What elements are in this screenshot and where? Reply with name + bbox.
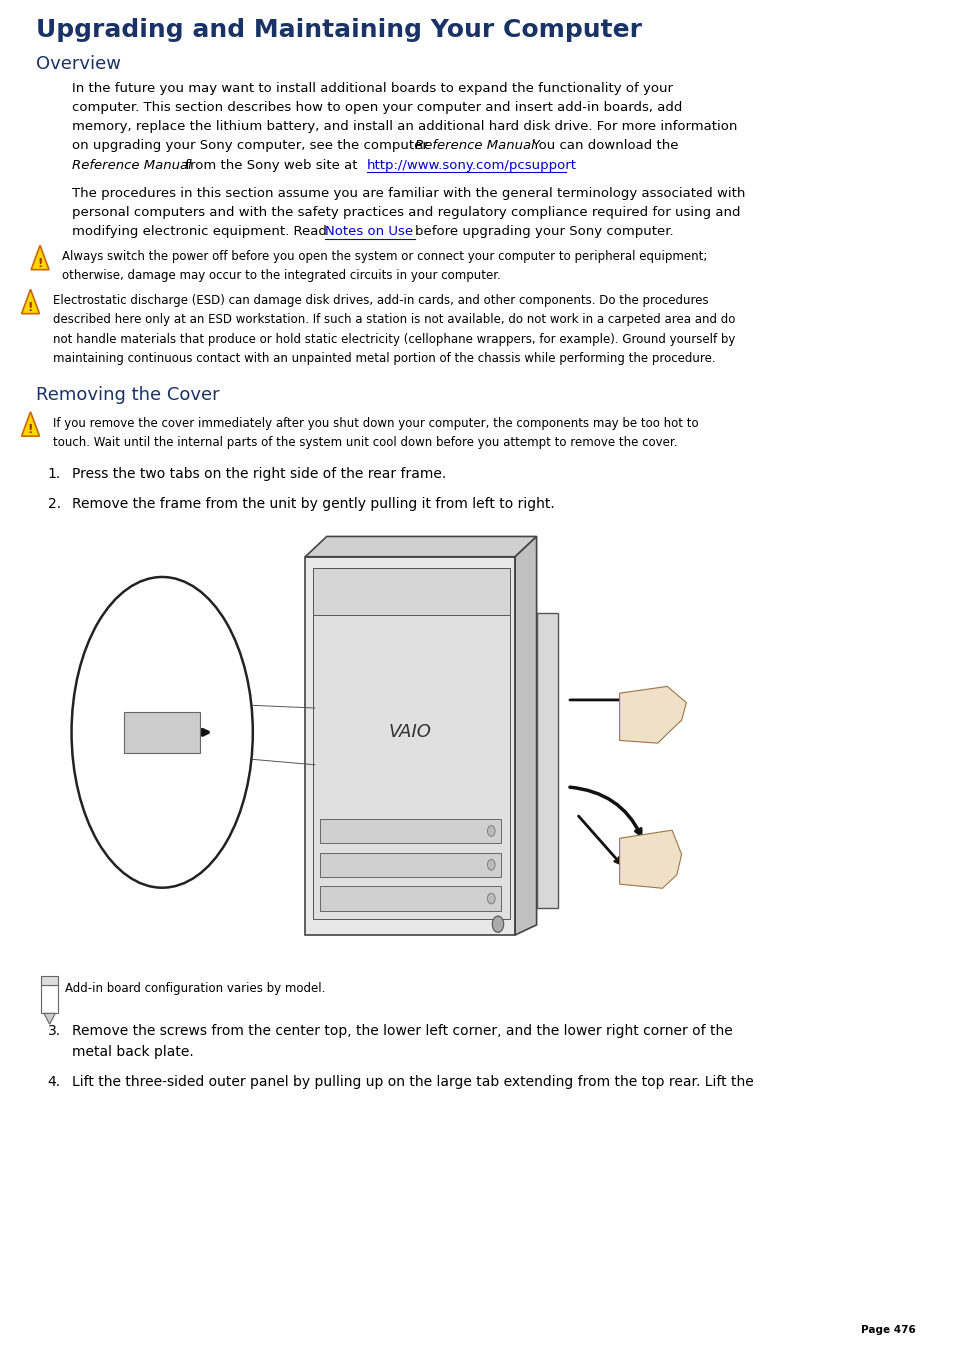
Text: metal back plate.: metal back plate. bbox=[71, 1044, 193, 1059]
Text: 2.: 2. bbox=[48, 497, 61, 511]
Polygon shape bbox=[41, 975, 58, 985]
Text: !: ! bbox=[37, 257, 43, 270]
Polygon shape bbox=[515, 536, 536, 935]
Ellipse shape bbox=[71, 577, 253, 888]
Text: Remove the frame from the unit by gently pulling it from left to right.: Remove the frame from the unit by gently… bbox=[71, 497, 554, 511]
Text: Overview: Overview bbox=[36, 55, 121, 73]
Polygon shape bbox=[305, 536, 536, 557]
Polygon shape bbox=[41, 985, 58, 1013]
Text: touch. Wait until the internal parts of the system unit cool down before you att: touch. Wait until the internal parts of … bbox=[53, 436, 678, 449]
Polygon shape bbox=[44, 1013, 55, 1024]
Polygon shape bbox=[319, 886, 500, 911]
Text: In the future you may want to install additional boards to expand the functional: In the future you may want to install ad… bbox=[71, 82, 672, 95]
Text: otherwise, damage may occur to the integrated circuits in your computer.: otherwise, damage may occur to the integ… bbox=[62, 269, 500, 282]
Text: computer. This section describes how to open your computer and insert add-in boa: computer. This section describes how to … bbox=[71, 101, 681, 113]
Text: memory, replace the lithium battery, and install an additional hard disk drive. : memory, replace the lithium battery, and… bbox=[71, 120, 736, 134]
Text: If you remove the cover immediately after you shut down your computer, the compo: If you remove the cover immediately afte… bbox=[53, 417, 699, 430]
Text: Reference Manual: Reference Manual bbox=[415, 139, 534, 153]
Circle shape bbox=[487, 893, 495, 904]
Text: . You can download the: . You can download the bbox=[524, 139, 679, 153]
Text: !: ! bbox=[28, 301, 33, 313]
Text: Removing the Cover: Removing the Cover bbox=[36, 386, 219, 404]
Text: maintaining continuous contact with an unpainted metal portion of the chassis wh: maintaining continuous contact with an u… bbox=[53, 351, 716, 365]
Text: Press the two tabs on the right side of the rear frame.: Press the two tabs on the right side of … bbox=[71, 466, 445, 481]
Text: not handle materials that produce or hold static electricity (cellophane wrapper: not handle materials that produce or hol… bbox=[53, 332, 735, 346]
Text: http://www.sony.com/pcsupport: http://www.sony.com/pcsupport bbox=[366, 158, 576, 172]
Text: on upgrading your Sony computer, see the computer: on upgrading your Sony computer, see the… bbox=[71, 139, 431, 153]
Text: !: ! bbox=[28, 423, 33, 436]
Polygon shape bbox=[536, 613, 557, 908]
Text: personal computers and with the safety practices and regulatory compliance requi: personal computers and with the safety p… bbox=[71, 207, 740, 219]
Polygon shape bbox=[22, 289, 39, 313]
Circle shape bbox=[487, 859, 495, 870]
Text: 4.: 4. bbox=[48, 1074, 61, 1089]
Circle shape bbox=[492, 916, 503, 932]
Text: 1.: 1. bbox=[48, 466, 61, 481]
Text: Remove the screws from the center top, the lower left corner, and the lower righ: Remove the screws from the center top, t… bbox=[71, 1024, 732, 1039]
Polygon shape bbox=[619, 830, 680, 888]
Text: Electrostatic discharge (ESD) can damage disk drives, add-in cards, and other co: Electrostatic discharge (ESD) can damage… bbox=[53, 295, 708, 308]
Text: Add-in board configuration varies by model.: Add-in board configuration varies by mod… bbox=[65, 982, 325, 996]
Polygon shape bbox=[305, 557, 515, 935]
Text: Notes on Use: Notes on Use bbox=[325, 226, 417, 239]
Text: Lift the three-sided outer panel by pulling up on the large tab extending from t: Lift the three-sided outer panel by pull… bbox=[71, 1074, 753, 1089]
Text: 3.: 3. bbox=[48, 1024, 61, 1039]
Text: Upgrading and Maintaining Your Computer: Upgrading and Maintaining Your Computer bbox=[36, 18, 641, 42]
Polygon shape bbox=[313, 567, 510, 615]
Polygon shape bbox=[124, 712, 200, 753]
Text: modifying electronic equipment. Read: modifying electronic equipment. Read bbox=[71, 226, 331, 239]
Polygon shape bbox=[31, 246, 49, 270]
Text: Page 476: Page 476 bbox=[861, 1325, 915, 1335]
Polygon shape bbox=[313, 567, 510, 919]
Circle shape bbox=[487, 825, 495, 836]
Text: Always switch the power off before you open the system or connect your computer : Always switch the power off before you o… bbox=[62, 250, 706, 263]
Text: The procedures in this section assume you are familiar with the general terminol: The procedures in this section assume yo… bbox=[71, 188, 744, 200]
Polygon shape bbox=[22, 412, 39, 436]
Text: from the Sony web site at: from the Sony web site at bbox=[181, 158, 362, 172]
Text: Reference Manual: Reference Manual bbox=[71, 158, 192, 172]
Text: described here only at an ESD workstation. If such a station is not available, d: described here only at an ESD workstatio… bbox=[53, 313, 735, 327]
Polygon shape bbox=[619, 686, 685, 743]
Polygon shape bbox=[319, 852, 500, 877]
Text: VAIO: VAIO bbox=[389, 723, 431, 742]
Polygon shape bbox=[319, 819, 500, 843]
Text: before upgrading your Sony computer.: before upgrading your Sony computer. bbox=[415, 226, 673, 239]
